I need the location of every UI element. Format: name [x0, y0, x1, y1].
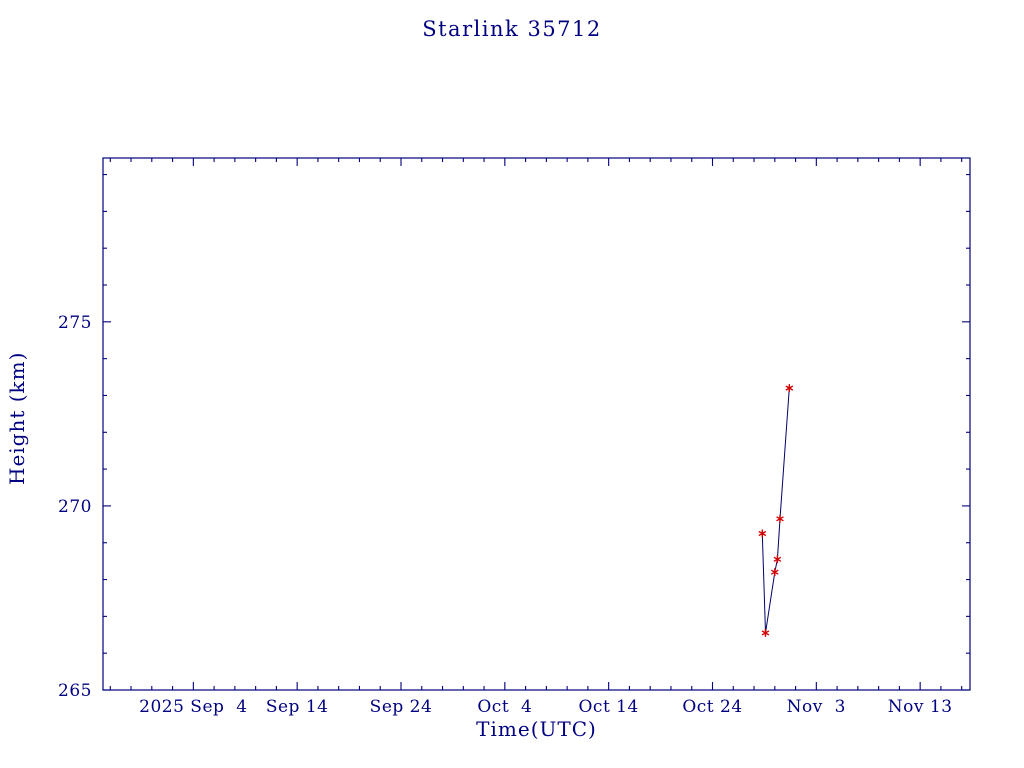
plot-frame: [102, 157, 971, 691]
x-axis-label: Time(UTC): [476, 717, 597, 741]
data-point-marker: [758, 529, 767, 538]
data-point-marker: [761, 628, 770, 637]
x-tick-label: Oct 24: [682, 697, 742, 717]
y-tick-label: 265: [58, 681, 92, 701]
x-tick-label: Sep 24: [370, 697, 433, 717]
plot-title: Starlink 35712: [422, 17, 602, 41]
height-line: [761, 388, 790, 633]
y-tick-label: 270: [58, 497, 92, 517]
data-point-marker: [770, 568, 779, 577]
x-tick-label: Oct 4: [477, 697, 532, 717]
x-tick-label: Nov 13: [888, 697, 953, 717]
data-point-marker: [785, 384, 794, 393]
x-tick-label: Oct 14: [578, 697, 638, 717]
x-tick-label: Nov 3: [787, 697, 846, 717]
x-tick-label: Sep 14: [266, 697, 329, 717]
data-point-marker: [773, 555, 782, 564]
x-tick-label: 2025 Sep 4: [139, 697, 247, 717]
y-tick-label: 275: [58, 313, 92, 333]
data-point-marker: [776, 514, 784, 523]
